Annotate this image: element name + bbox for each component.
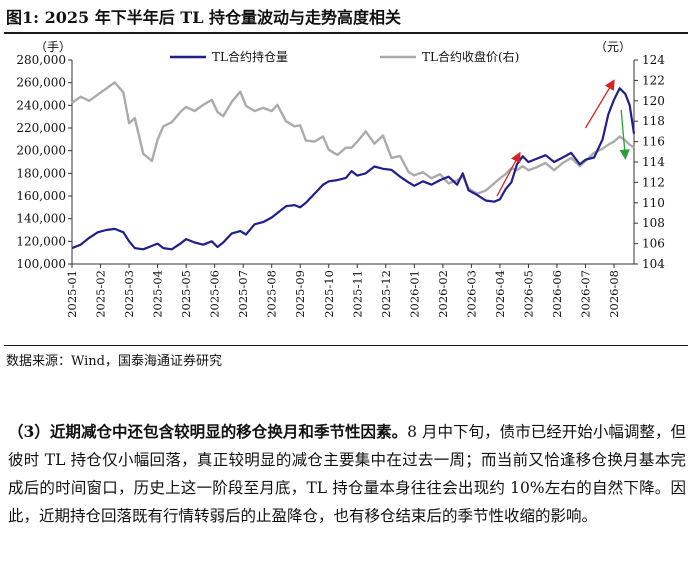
x-tick-label: 2025-12 <box>379 270 393 318</box>
paragraph-lead: （3）近期减仓中还包含较明显的移仓换月和季节性因素。 <box>8 422 408 441</box>
y-right-tick-label: 116 <box>642 135 665 149</box>
series-line-close-price <box>71 81 635 195</box>
x-tick-label: 2025-01 <box>65 270 79 318</box>
x-tick-label: 2026-07 <box>579 270 593 318</box>
y-right-tick-label: 110 <box>642 196 665 210</box>
x-tick-label: 2025-03 <box>122 270 136 318</box>
source-rule <box>4 345 688 346</box>
legend-label-open-interest: TL合约持仓量 <box>212 49 288 64</box>
y-left-tick-label: 280,000 <box>16 53 66 67</box>
y-right-tick-label: 124 <box>642 53 665 67</box>
y-left-tick-label: 220,000 <box>16 121 66 135</box>
x-tick-label: 2026-04 <box>493 270 507 318</box>
x-tick-label: 2026-05 <box>521 270 535 318</box>
annotations <box>496 79 630 197</box>
analysis-paragraph: （3）近期减仓中还包含较明显的移仓换月和季节性因素。8 月中下旬，债市已经开始小… <box>8 418 686 530</box>
axes: 100,000 120,000 140,000 160,000 180,000 200,0… <box>16 53 665 318</box>
series-line-open-interest <box>71 87 636 251</box>
y-right-tick-label: 122 <box>642 73 665 87</box>
legend: TL合约持仓量 TL合约收盘价(右) <box>170 49 519 64</box>
x-tick-label: 2026-03 <box>464 270 478 318</box>
x-tick-label: 2025-08 <box>265 270 279 318</box>
x-tick-label: 2026-06 <box>550 270 564 318</box>
annotation-arrow-1 <box>496 151 521 197</box>
paragraph-body: 8 月中下旬，债市已经开始小幅调整，但彼时 TL 持仓仅小幅回落，真正较明显的减… <box>8 423 686 525</box>
x-tick-label: 2026-01 <box>407 270 421 318</box>
y-right-tick-label: 114 <box>642 155 665 169</box>
chart: 100,000 120,000 140,000 160,000 180,000 200,0… <box>16 40 665 318</box>
x-tick-label: 2025-05 <box>179 270 193 318</box>
x-tick-label: 2026-08 <box>607 270 621 318</box>
y-left-tick-label: 260,000 <box>16 76 66 90</box>
source-note: 数据来源：Wind，国泰海通证券研究 <box>6 354 222 369</box>
y-left-tick-label: 100,000 <box>16 257 66 271</box>
legend-label-close-price: TL合约收盘价(右) <box>422 49 519 64</box>
y-right-tick-label: 108 <box>642 216 665 230</box>
x-tick-label: 2026-02 <box>436 270 450 318</box>
y-left-tick-label: 200,000 <box>16 144 66 158</box>
x-tick-label: 2025-07 <box>236 270 250 318</box>
x-tick-label: 2025-11 <box>350 270 364 318</box>
y-right-unit: （元） <box>595 40 631 54</box>
y-right-tick-label: 120 <box>642 94 665 108</box>
y-right-tick-label: 106 <box>642 237 665 251</box>
y-left-tick-label: 240,000 <box>16 98 66 112</box>
figure-title-text: 2025 年下半年后 TL 持仓量波动与走势高度相关 <box>44 8 402 27</box>
annotation-arrow-2 <box>584 79 615 129</box>
figure-title: 图1: 2025 年下半年后 TL 持仓量波动与走势高度相关 <box>6 4 686 32</box>
x-tick-label: 2025-04 <box>151 270 165 318</box>
annotation-arrow-3 <box>619 109 630 160</box>
series-layer <box>71 81 636 251</box>
top-rule <box>4 32 688 34</box>
y-right-tick-label: 104 <box>642 257 665 271</box>
y-right-tick-label: 112 <box>642 175 665 189</box>
y-left-tick-label: 180,000 <box>16 166 66 180</box>
x-tick-label: 2025-10 <box>322 270 336 318</box>
figure-label: 图1: <box>6 8 40 27</box>
x-tick-label: 2025-02 <box>94 270 108 318</box>
x-tick-label: 2025-09 <box>293 270 307 318</box>
y-left-tick-label: 120,000 <box>16 234 66 248</box>
y-right-tick-label: 118 <box>642 114 665 128</box>
y-left-tick-label: 160,000 <box>16 189 66 203</box>
y-left-unit: （手） <box>35 40 71 54</box>
x-tick-label: 2025-06 <box>208 270 222 318</box>
y-left-tick-label: 140,000 <box>16 212 66 226</box>
